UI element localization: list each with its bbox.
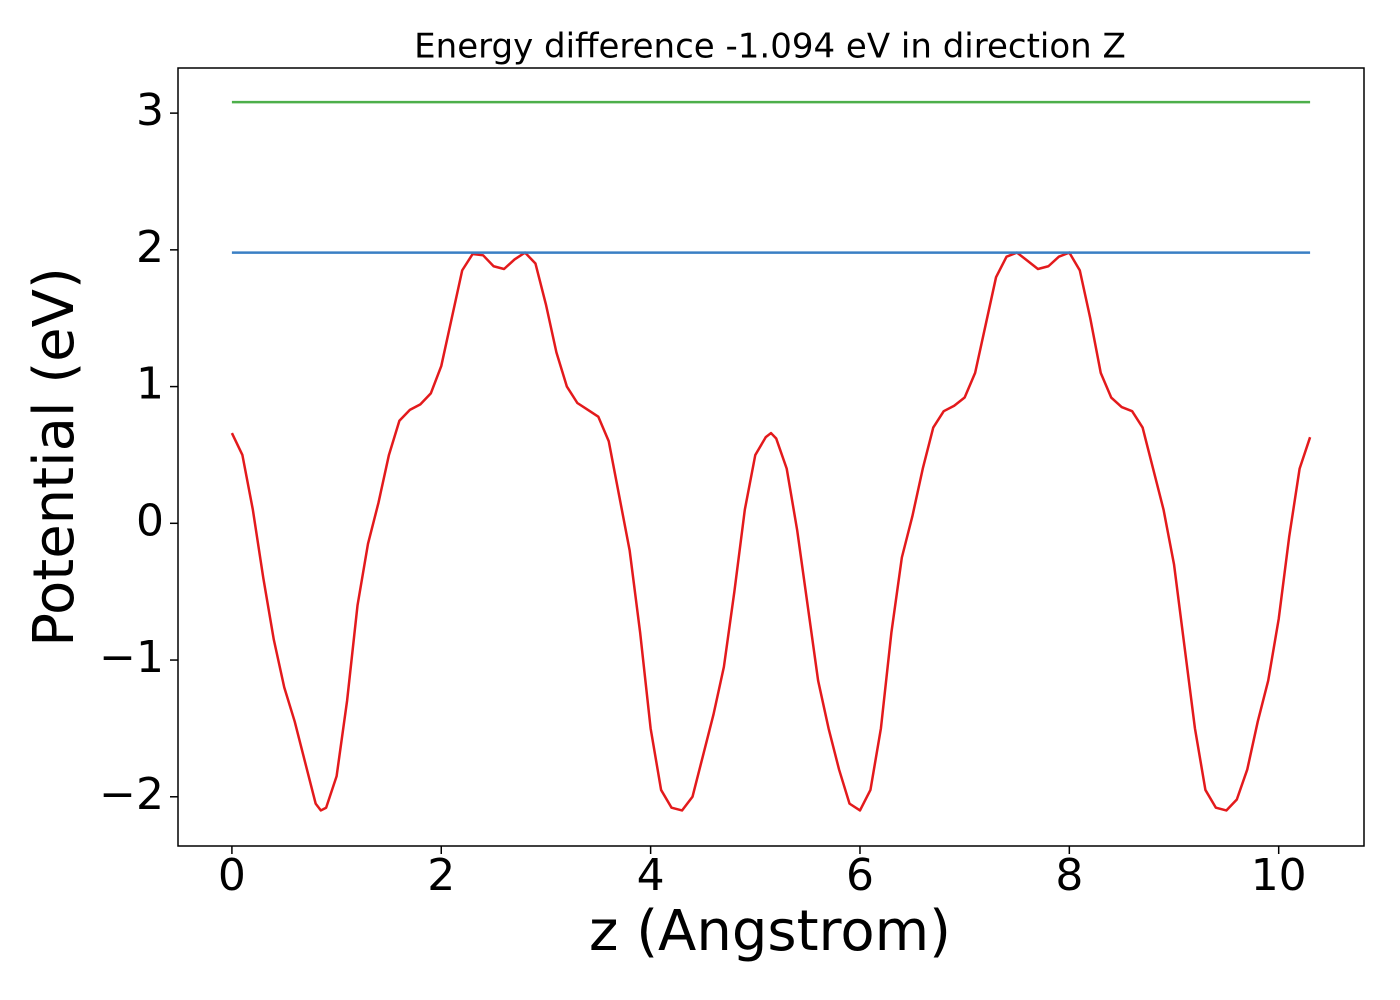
x-tick-label: 6 [846, 850, 874, 901]
y-tick-label: 3 [136, 85, 164, 136]
y-tick-label: 2 [136, 222, 164, 273]
y-tick-label: 1 [136, 359, 164, 410]
chart-title: Energy difference -1.094 eV in direction… [414, 27, 1126, 67]
y-tick-label: 0 [136, 495, 164, 546]
x-tick-label: 4 [637, 850, 665, 901]
x-tick-label: 2 [427, 850, 455, 901]
line-series [230, 251, 1312, 812]
x-tick-label: 8 [1055, 850, 1083, 901]
x-axis-label: z (Angstrom) [589, 899, 951, 964]
y-tick-label: −2 [99, 769, 164, 820]
y-axis-label: Potential (eV) [22, 267, 87, 647]
y-tick-label: −1 [99, 632, 164, 683]
x-tick-label: 0 [218, 850, 246, 901]
x-tick-label: 10 [1251, 850, 1307, 901]
plot-frame [177, 67, 1365, 847]
